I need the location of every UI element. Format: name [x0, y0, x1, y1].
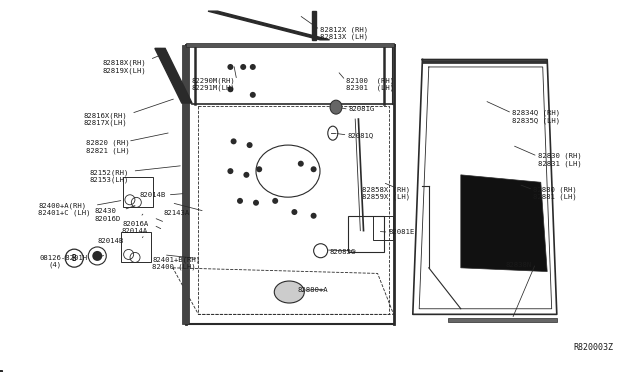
Circle shape	[227, 64, 234, 70]
Circle shape	[92, 251, 102, 261]
Text: 82152(RH): 82152(RH)	[90, 169, 129, 176]
Text: 82859X (LH): 82859X (LH)	[362, 194, 410, 201]
Circle shape	[230, 138, 237, 144]
Text: 82014B: 82014B	[98, 238, 124, 244]
Text: 82143A: 82143A	[164, 210, 190, 216]
Polygon shape	[312, 11, 316, 40]
Circle shape	[298, 161, 304, 167]
Circle shape	[227, 168, 234, 174]
Circle shape	[310, 166, 317, 172]
Text: 82830 (RH): 82830 (RH)	[538, 153, 581, 160]
Text: 82153(LH): 82153(LH)	[90, 177, 129, 183]
Text: 82831 (LH): 82831 (LH)	[538, 160, 581, 167]
Circle shape	[256, 166, 262, 172]
Text: 82014B: 82014B	[140, 192, 166, 198]
Text: 82081G: 82081G	[349, 106, 375, 112]
Text: 82819X(LH): 82819X(LH)	[102, 67, 146, 74]
Text: 82818X(RH): 82818X(RH)	[102, 60, 146, 67]
Text: 82816X(RH): 82816X(RH)	[83, 112, 127, 119]
Text: (4): (4)	[48, 262, 61, 268]
Circle shape	[291, 209, 298, 215]
Text: 82881 (LH): 82881 (LH)	[533, 194, 577, 201]
Circle shape	[310, 213, 317, 219]
Text: 82838N: 82838N	[506, 262, 532, 268]
Circle shape	[272, 198, 278, 204]
Circle shape	[246, 142, 253, 148]
Circle shape	[253, 200, 259, 206]
Text: 82016D: 82016D	[95, 216, 121, 222]
Text: 82817X(LH): 82817X(LH)	[83, 119, 127, 126]
Text: 82400 (LH): 82400 (LH)	[152, 264, 196, 270]
Text: 82880 (RH): 82880 (RH)	[533, 186, 577, 193]
Text: 82835Q (LH): 82835Q (LH)	[512, 117, 560, 124]
Polygon shape	[155, 48, 192, 103]
Polygon shape	[182, 45, 189, 324]
Text: 08126-8201H: 08126-8201H	[40, 255, 88, 261]
Text: 82880+A: 82880+A	[298, 287, 328, 293]
Polygon shape	[448, 318, 557, 322]
Text: B: B	[72, 254, 77, 263]
Text: 82834Q (RH): 82834Q (RH)	[512, 110, 560, 116]
Polygon shape	[186, 43, 394, 46]
Circle shape	[250, 64, 256, 70]
Text: 82401+B(RH): 82401+B(RH)	[152, 256, 200, 263]
Text: 82290M(RH): 82290M(RH)	[192, 77, 236, 84]
Polygon shape	[208, 11, 330, 40]
Text: 82400+A(RH): 82400+A(RH)	[38, 202, 86, 209]
Text: 82085G: 82085G	[330, 249, 356, 255]
Text: 82820 (RH): 82820 (RH)	[86, 140, 130, 146]
Text: 82430: 82430	[95, 208, 116, 214]
Ellipse shape	[275, 281, 304, 303]
Polygon shape	[422, 60, 547, 63]
Ellipse shape	[330, 100, 342, 114]
Text: 82291M(LH): 82291M(LH)	[192, 84, 236, 91]
Text: 82812X (RH): 82812X (RH)	[320, 26, 368, 33]
Text: 82081Q: 82081Q	[348, 132, 374, 138]
Text: 82081E: 82081E	[388, 229, 415, 235]
Text: 82821 (LH): 82821 (LH)	[86, 147, 130, 154]
Circle shape	[250, 92, 256, 98]
Circle shape	[237, 198, 243, 204]
Text: 82301  (LH): 82301 (LH)	[346, 84, 394, 91]
Circle shape	[240, 64, 246, 70]
Polygon shape	[461, 175, 547, 272]
Text: 82401+C (LH): 82401+C (LH)	[38, 209, 91, 216]
Text: 82016A: 82016A	[123, 221, 149, 227]
Text: 82858X (RH): 82858X (RH)	[362, 186, 410, 193]
Circle shape	[227, 86, 234, 92]
Text: 82100  (RH): 82100 (RH)	[346, 77, 394, 84]
Circle shape	[243, 172, 250, 178]
Text: R820003Z: R820003Z	[573, 343, 613, 352]
Text: 82014A: 82014A	[122, 228, 148, 234]
Text: 82813X (LH): 82813X (LH)	[320, 34, 368, 41]
